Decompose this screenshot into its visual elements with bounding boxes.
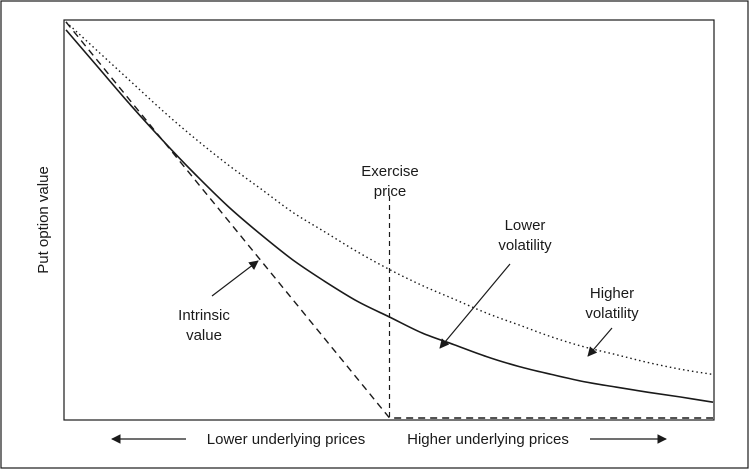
y-axis-label: Put option value <box>35 166 52 274</box>
arrow-intrinsic-value <box>211 260 259 297</box>
series-line-intrinsic <box>65 21 713 419</box>
annotation-lower-volatility: Lower volatility <box>498 217 552 254</box>
annotation-intrinsic-value: Intrinsic value <box>178 307 230 344</box>
arrow-higher-volatility <box>587 327 613 357</box>
arrow-lower-volatility <box>439 263 511 349</box>
x-axis-label-left: Lower underlying prices <box>207 431 365 448</box>
plot-area <box>63 19 715 421</box>
x-axis-label-right: Higher underlying prices <box>407 431 569 448</box>
series-line-higher <box>65 21 714 376</box>
annotation-exercise-price: Exercise price <box>361 163 419 200</box>
annotation-higher-volatility: Higher volatility <box>585 285 639 322</box>
